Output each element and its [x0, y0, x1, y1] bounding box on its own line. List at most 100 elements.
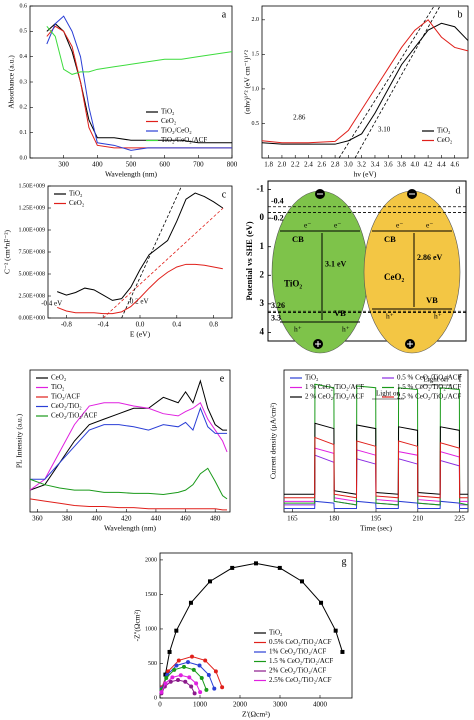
x-tick-label: 0.4	[172, 321, 181, 329]
x-tick-label: 2.6	[317, 161, 326, 169]
x-tick-label: 600	[159, 161, 170, 169]
x-tick-label: 300	[58, 161, 69, 169]
point	[230, 565, 235, 570]
panel-label: e	[220, 373, 225, 384]
x-tick-label: 360	[32, 515, 43, 523]
point	[254, 561, 258, 566]
point	[182, 664, 186, 669]
series-line	[29, 498, 228, 511]
legend-label: TiO₂/CeO₂	[161, 127, 192, 135]
legend-label: CeO₂	[51, 374, 67, 382]
legend-label: TiO₂	[305, 374, 319, 382]
point	[277, 565, 282, 570]
series-line	[46, 25, 232, 149]
legend-label: CeO₂	[69, 199, 85, 207]
y-tick-label: 5.00E+008	[18, 271, 45, 277]
x-tick-label: 2.8	[331, 161, 340, 169]
point	[199, 676, 204, 681]
x-tick-label: 3.8	[397, 161, 406, 169]
point	[186, 660, 190, 665]
point	[163, 681, 168, 686]
y-tick-label: 0.00E+000	[18, 315, 45, 321]
y-tick-label: 0.0	[20, 155, 28, 161]
legend-label: 1 % CeO₂/TiO₂/ACF	[305, 383, 364, 391]
level-label: 3.26	[271, 301, 285, 310]
point	[319, 600, 324, 605]
legend-label: 2.5% CeO₂/TiO₂/ACF	[269, 676, 332, 684]
y-tick-label: 0.4	[20, 54, 28, 60]
point	[194, 681, 199, 686]
level-label: -0.2	[271, 213, 284, 222]
x-tick-label: -0.8	[61, 321, 73, 329]
panel-label: c	[222, 189, 227, 200]
y-tick-label: 1500	[145, 592, 157, 598]
y-tick-label: 2.0	[252, 17, 260, 23]
y-tick-label: 3	[260, 298, 265, 308]
x-tick-label: 400	[92, 161, 103, 169]
tangent-line	[354, 5, 441, 159]
legend-label: CeO₂/TiO₂/ACF	[51, 412, 97, 420]
plot-frame	[159, 552, 353, 699]
x-tick-label: 420	[121, 515, 132, 523]
y-axis-label: Current density (μA/cm²)	[269, 402, 278, 479]
x-tick-label: -0.4	[98, 321, 110, 329]
y-tick-label: 0.3	[20, 79, 28, 85]
annotation: Light off	[424, 376, 450, 384]
y-tick-label: 1.00E+009	[18, 227, 45, 233]
y-axis-label: (αhν)¹ᐟ² (eV cm⁻¹)¹ᐟ²	[243, 49, 252, 114]
x-tick-label: 165	[287, 515, 298, 523]
y-tick-label: 4	[260, 326, 265, 336]
y-tick-label: 1.50E+009	[18, 183, 45, 189]
point	[300, 579, 304, 584]
y-tick-label: 0.5	[252, 121, 260, 127]
series-line	[57, 192, 224, 301]
legend-label: TiO₂	[51, 383, 65, 391]
x-tick-label: 4.2	[424, 161, 433, 169]
y-tick-label: 7.50E+008	[18, 249, 45, 255]
series-line	[284, 422, 468, 495]
point	[203, 658, 208, 663]
x-axis-label: hν (eV)	[354, 170, 377, 179]
legend-label: 2% CeO₂/TiO₂/ACF	[269, 667, 326, 675]
panel-label: a	[222, 9, 227, 20]
series-line	[261, 19, 469, 144]
point	[164, 676, 169, 681]
y-tick-label: 2	[260, 269, 265, 279]
y-tick-label: 1	[260, 241, 265, 251]
x-tick-label: 3000	[273, 701, 288, 709]
point	[192, 691, 197, 696]
y-tick-label: 1000	[145, 626, 157, 632]
y-axis-label: Potential vs SHE (eV)	[244, 221, 254, 300]
y-tick-label: 0.1	[20, 130, 28, 136]
legend-label: TiO₂	[69, 190, 83, 198]
legend-label: TiO₂/CeO₂/ACF	[161, 136, 207, 144]
legend-label: TiO₂	[161, 108, 175, 116]
y-tick-label: 0.6	[20, 3, 28, 9]
y-tick-label: 0.5	[20, 29, 28, 35]
sphere-sign	[315, 341, 321, 347]
vb-label: VB	[426, 295, 438, 305]
x-tick-label: 210	[413, 515, 424, 523]
point	[340, 649, 345, 654]
x-tick-label: 180	[329, 515, 340, 523]
level-label: -0.4	[271, 197, 284, 206]
x-tick-label: 225	[454, 515, 465, 523]
series-line	[29, 467, 228, 500]
intercept-label: 2.86	[293, 114, 306, 122]
x-tick-label: 1000	[193, 701, 208, 709]
y-tick-label: 2.50E+008	[18, 293, 45, 299]
plot-frame	[261, 5, 469, 159]
cb-label: CB	[292, 234, 304, 244]
y-axis-label: PL Intensity (a.u.)	[15, 413, 24, 468]
x-tick-label: 700	[193, 161, 204, 169]
x-tick-label: 2000	[233, 701, 248, 709]
x-tick-label: 3.0	[344, 161, 353, 169]
series-line	[284, 383, 469, 506]
series-line	[30, 406, 228, 480]
hole: h⁺	[342, 325, 350, 334]
point	[188, 600, 193, 605]
series-line	[46, 15, 232, 151]
y-tick-label: 1.0	[252, 86, 260, 92]
